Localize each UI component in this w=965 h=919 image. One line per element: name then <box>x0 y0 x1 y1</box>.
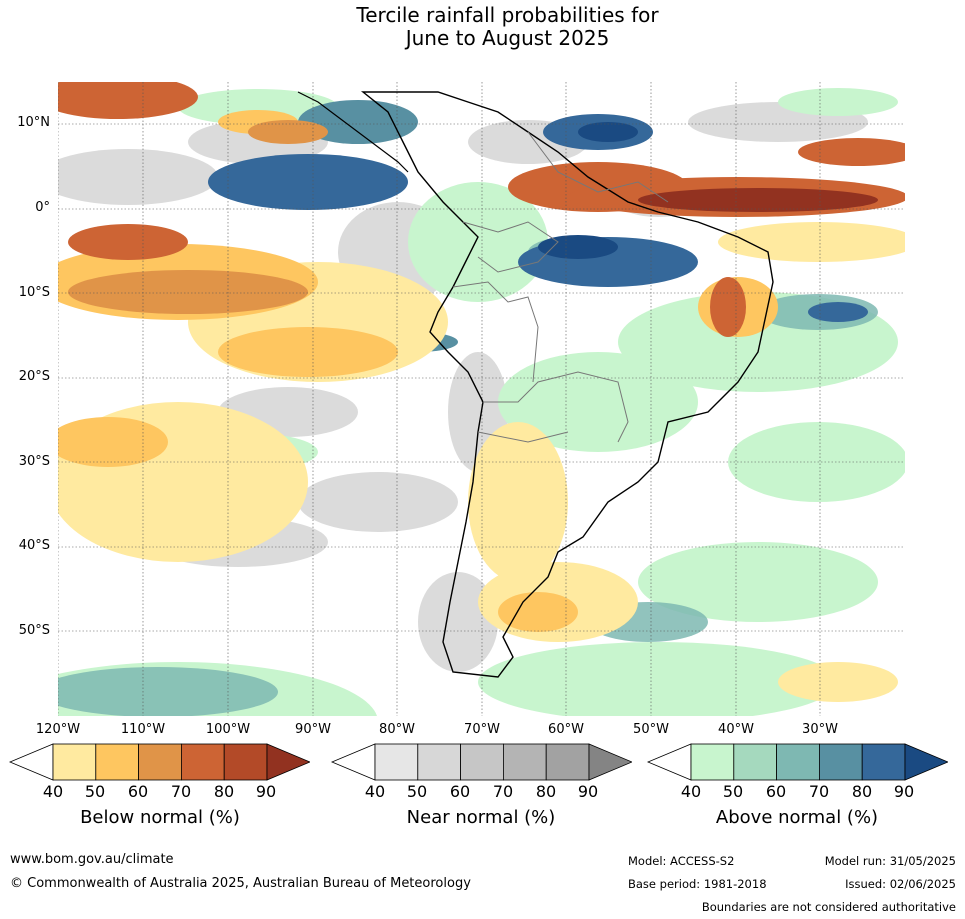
above-normal-colorbar <box>646 743 948 781</box>
lon-label-60w: 60°W <box>548 722 584 737</box>
website-link[interactable]: www.bom.gov.au/climate <box>10 852 174 867</box>
colorbar-bin-2 <box>460 743 504 781</box>
below-tick-40: 40 <box>42 782 64 801</box>
colorbar-bin-0 <box>374 743 419 781</box>
lat-label-10n: 10°N <box>17 115 50 130</box>
colorbar-extend-high <box>266 743 310 781</box>
colorbar-bin-4 <box>861 743 906 781</box>
south-america-coastline <box>361 91 774 678</box>
lat-label-30s: 30°S <box>18 454 50 469</box>
lat-label-0: 0° <box>35 200 50 215</box>
colorbar-bin-2 <box>138 743 182 781</box>
below-tick-90: 90 <box>255 782 277 801</box>
model-name: Model: ACCESS-S2 <box>628 854 735 868</box>
below-tick-70: 70 <box>170 782 192 801</box>
below-tick-50: 50 <box>84 782 106 801</box>
title-line-1: Tercile rainfall probabilities for <box>356 3 659 27</box>
issued-date: Issued: 02/06/2025 <box>845 877 956 891</box>
near-tick-90: 90 <box>577 782 599 801</box>
lat-label-10s: 10°S <box>18 285 50 300</box>
above-tick-70: 70 <box>808 782 830 801</box>
probability-map <box>58 82 905 716</box>
near-tick-40: 40 <box>364 782 386 801</box>
below-tick-80: 80 <box>213 782 235 801</box>
colorbar-bin-1 <box>417 743 462 781</box>
above-tick-50: 50 <box>722 782 744 801</box>
colorbar-extend-low <box>330 743 376 781</box>
base-period: Base period: 1981-2018 <box>628 877 767 891</box>
below-tick-60: 60 <box>127 782 149 801</box>
colorbar-bin-4 <box>545 743 590 781</box>
near-normal-colorbar <box>330 743 632 781</box>
near-normal-label: Near normal (%) <box>406 807 556 828</box>
near-tick-50: 50 <box>406 782 428 801</box>
map-title: Tercile rainfall probabilities for June … <box>0 4 965 50</box>
colorbar-bin-0 <box>690 743 735 781</box>
colorbar-bin-3 <box>180 743 225 781</box>
colorbar-bin-0 <box>52 743 97 781</box>
country-boundaries <box>452 131 669 443</box>
colorbar-bin-2 <box>776 743 820 781</box>
above-normal-strong <box>208 100 868 352</box>
colorbar-extend-high <box>588 743 632 781</box>
above-tick-60: 60 <box>765 782 787 801</box>
colorbar-bin-1 <box>95 743 140 781</box>
near-tick-70: 70 <box>492 782 514 801</box>
graticule <box>58 82 905 716</box>
below-normal-strong <box>58 82 905 337</box>
lat-label-20s: 20°S <box>18 369 50 384</box>
lon-label-120w: 120°W <box>35 722 81 737</box>
model-run-date: Model run: 31/05/2025 <box>824 854 956 868</box>
lon-label-100w: 100°W <box>205 722 251 737</box>
above-tick-40: 40 <box>680 782 702 801</box>
colorbar-extend-high <box>904 743 948 781</box>
lat-label-50s: 50°S <box>18 623 50 638</box>
boundaries-disclaimer: Boundaries are not considered authoritat… <box>701 900 956 914</box>
colorbar-bin-1 <box>733 743 778 781</box>
below-normal-label: Below normal (%) <box>80 807 240 828</box>
map-svg <box>58 82 905 716</box>
near-tick-60: 60 <box>449 782 471 801</box>
lon-label-70w: 70°W <box>464 722 500 737</box>
central-america-coastline <box>297 91 409 173</box>
lon-label-110w: 110°W <box>120 722 166 737</box>
lon-label-30w: 30°W <box>802 722 838 737</box>
below-normal-colorbar <box>8 743 310 781</box>
lon-label-50w: 50°W <box>633 722 669 737</box>
lon-label-80w: 80°W <box>379 722 415 737</box>
above-tick-80: 80 <box>851 782 873 801</box>
lon-label-90w: 90°W <box>295 722 331 737</box>
copyright-text: © Commonwealth of Australia 2025, Austra… <box>10 876 471 891</box>
lon-label-40w: 40°W <box>718 722 754 737</box>
colorbar-bin-3 <box>502 743 547 781</box>
colorbar-extend-low <box>8 743 54 781</box>
lat-label-40s: 40°S <box>18 538 50 553</box>
colorbar-extend-low <box>646 743 692 781</box>
title-line-2: June to August 2025 <box>405 26 610 50</box>
colorbar-bin-3 <box>818 743 863 781</box>
colorbar-bin-4 <box>223 743 268 781</box>
near-tick-80: 80 <box>535 782 557 801</box>
above-normal-label: Above normal (%) <box>715 807 879 828</box>
above-tick-90: 90 <box>893 782 915 801</box>
